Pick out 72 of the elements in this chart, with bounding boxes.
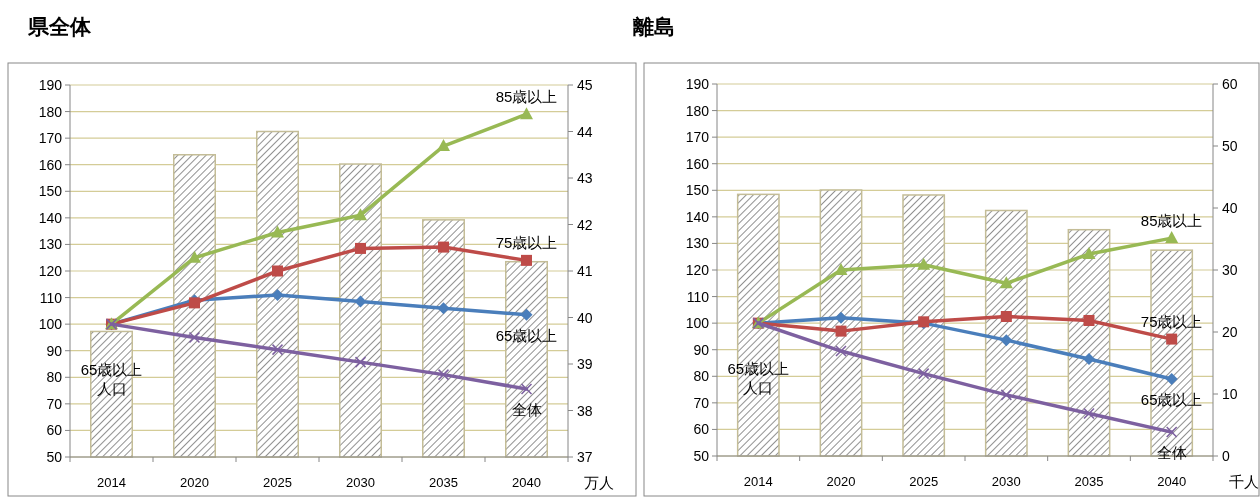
y-tick-label: 70 (46, 395, 63, 412)
y2-tick-label: 37 (577, 449, 593, 465)
y2-tick-label: 60 (1222, 76, 1238, 92)
series-label: 65歳以上 (1140, 390, 1203, 408)
y-tick-label: 70 (693, 394, 710, 411)
y-tick-label: 120 (685, 262, 710, 278)
x-tick-label: 2030 (991, 474, 1021, 489)
y-tick-label: 110 (39, 289, 63, 306)
series-label: 85歳以上 (1140, 212, 1203, 230)
x-tick-label: 2020 (180, 475, 209, 490)
y-tick-label: 130 (38, 236, 63, 253)
y-tick-label: 140 (38, 209, 63, 226)
y2-tick-label: 38 (577, 402, 593, 419)
y-tick-label: 190 (685, 76, 710, 92)
y-tick-label: 90 (693, 341, 710, 358)
y2-axis-title: 万人 (584, 474, 614, 491)
y2-tick-label: 43 (577, 170, 593, 186)
series-label: 75歳以上 (1140, 313, 1203, 331)
x-tick-label: 2040 (512, 475, 541, 490)
y2-tick-label: 30 (1222, 262, 1238, 278)
y-tick-label: 170 (38, 130, 63, 147)
y-tick-label: 80 (693, 368, 710, 385)
series-label: 全体 (1156, 444, 1187, 462)
y2-tick-label: 10 (1222, 386, 1238, 402)
y-tick-label: 170 (685, 129, 710, 146)
y-tick-label: 100 (685, 315, 710, 332)
x-tick-label: 2025 (909, 474, 939, 489)
y-tick-label: 130 (685, 235, 710, 252)
y-tick-label: 90 (46, 342, 63, 359)
chart-title: 県全体 (27, 15, 92, 38)
y2-tick-label: 50 (1222, 138, 1238, 154)
y-tick-label: 180 (38, 103, 63, 120)
y2-tick-label: 39 (577, 356, 593, 372)
x-tick-label: 2035 (429, 475, 458, 490)
series-label: 65歳以上人口 (727, 360, 790, 397)
x-tick-label: 2014 (743, 474, 773, 489)
y-tick-label: 160 (685, 155, 710, 172)
y2-tick-label: 40 (1222, 200, 1238, 216)
y-tick-label: 150 (38, 183, 63, 200)
y-tick-label: 120 (38, 263, 63, 279)
y-tick-label: 60 (693, 421, 710, 438)
chart-title: 離島 (632, 15, 675, 38)
y2-tick-label: 41 (577, 263, 593, 279)
y-tick-label: 150 (685, 182, 710, 199)
y-tick-label: 50 (46, 449, 63, 465)
y-tick-label: 160 (38, 156, 63, 173)
x-tick-label: 2025 (263, 475, 292, 490)
series-label: 85歳以上 (495, 88, 558, 106)
y2-tick-label: 44 (577, 123, 593, 140)
y2-tick-label: 45 (577, 77, 593, 93)
y-tick-label: 100 (38, 316, 63, 333)
y-tick-label: 190 (38, 77, 63, 93)
y2-axis-title: 千人 (1229, 473, 1259, 490)
y-tick-label: 110 (686, 288, 710, 305)
x-tick-label: 2014 (97, 475, 126, 490)
x-tick-label: 2030 (346, 475, 375, 490)
y-tick-label: 80 (46, 369, 63, 386)
x-tick-label: 2035 (1074, 474, 1104, 489)
series-label: 65歳以上 (495, 326, 558, 344)
x-tick-label: 2020 (826, 474, 856, 489)
x-tick-label: 2040 (1157, 474, 1187, 489)
y2-tick-label: 20 (1222, 324, 1238, 340)
y2-tick-label: 40 (577, 309, 593, 326)
y-tick-label: 140 (685, 208, 710, 225)
series-label: 全体 (511, 400, 542, 418)
y2-tick-label: 42 (577, 216, 593, 233)
y-tick-label: 180 (685, 102, 710, 119)
y-tick-label: 50 (693, 448, 710, 464)
y-tick-label: 60 (46, 422, 63, 439)
series-label: 65歳以上人口 (80, 361, 143, 398)
y2-tick-label: 0 (1222, 448, 1230, 464)
series-label: 75歳以上 (495, 234, 558, 252)
